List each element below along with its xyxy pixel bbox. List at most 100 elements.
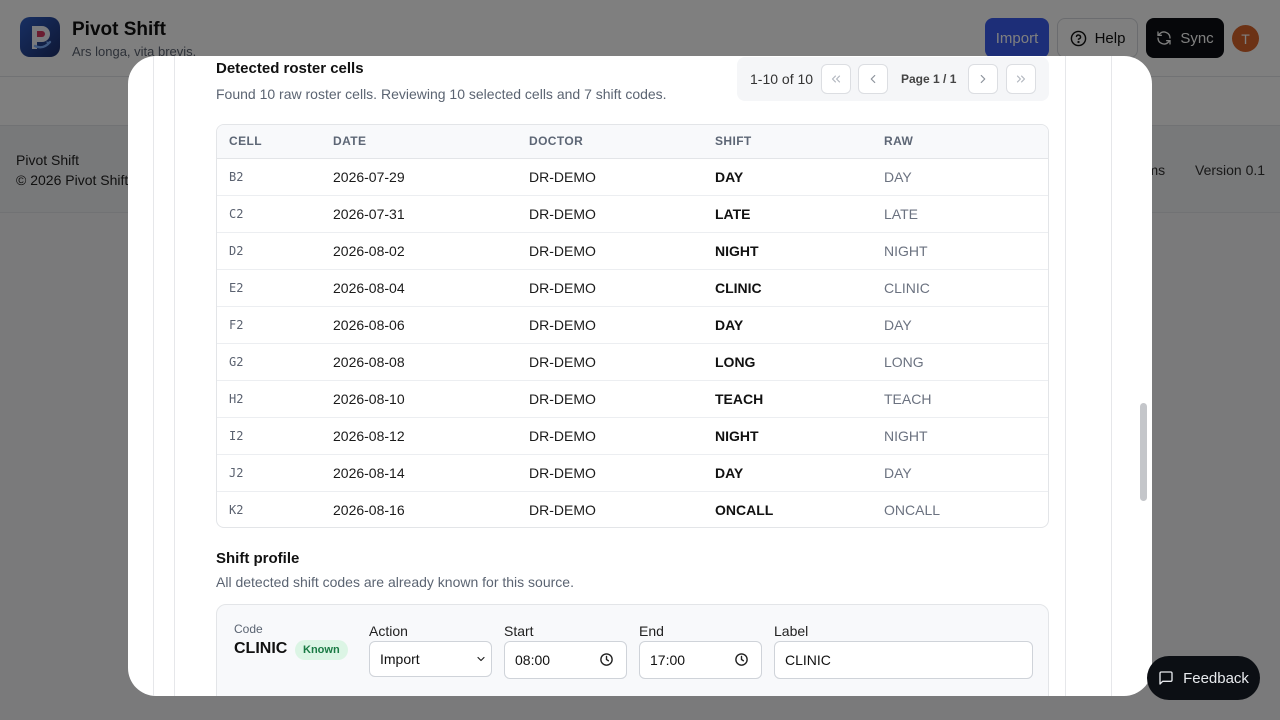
end-label: End (639, 623, 664, 639)
chevron-left-icon (870, 74, 876, 84)
modal-rail-right (1111, 56, 1112, 696)
shift-profile-row: Code CLINIC Known Action Import Start 08… (216, 604, 1049, 696)
next-page-button[interactable] (968, 64, 998, 94)
feedback-button-label: Feedback (1183, 669, 1249, 687)
cell-doctor: DR-DEMO (529, 158, 715, 196)
column-header-shift: SHIFT (715, 125, 884, 159)
import-review-modal: Detected roster cells Found 10 raw roste… (128, 56, 1152, 696)
cell-doctor: DR-DEMO (529, 195, 715, 233)
table-row: F2 2026-08-06 DR-DEMO DAY DAY (217, 306, 1048, 344)
cell-date: 2026-08-16 (333, 501, 405, 518)
cell-doctor: DR-DEMO (529, 306, 715, 344)
cell-ref: C2 (217, 195, 333, 233)
cell-date: 2026-07-31 (333, 195, 529, 233)
cell-date: 2026-08-06 (333, 306, 529, 344)
cell-doctor: DR-DEMO (529, 269, 715, 307)
table-row: G2 2026-08-08 DR-DEMO LONG LONG (217, 343, 1048, 381)
cell-ref: D2 (217, 232, 333, 270)
cell-date: 2026-08-10 (333, 380, 529, 418)
cell-shift: LATE (715, 195, 884, 233)
action-select[interactable]: Import (369, 641, 492, 677)
cell-raw: CLINIC (884, 269, 1048, 307)
cell-shift: DAY (715, 158, 884, 196)
start-time-input[interactable]: 08:00 (504, 641, 627, 679)
cell-doctor: DR-DEMO (529, 417, 715, 455)
roster-section-subtitle: Found 10 raw roster cells. Reviewing 10 … (216, 86, 667, 102)
cell-shift: NIGHT (715, 417, 884, 455)
label-input[interactable]: CLINIC (774, 641, 1033, 679)
column-header-date: DATE (333, 125, 529, 159)
cell-raw: ONCALL (884, 501, 941, 518)
cell-ref: G2 (217, 343, 333, 381)
cell-raw: NIGHT (884, 232, 1048, 270)
cell-shift: LONG (715, 343, 884, 381)
start-label: Start (504, 623, 534, 639)
cell-doctor: DR-DEMO (529, 501, 596, 518)
column-header-cell: CELL (217, 125, 333, 159)
last-page-button[interactable] (1006, 64, 1036, 94)
table-row: B2 2026-07-29 DR-DEMO DAY DAY (217, 158, 1048, 196)
cell-raw: LATE (884, 195, 1048, 233)
modal-content: Detected roster cells Found 10 raw roste… (216, 56, 1049, 696)
cell-ref: J2 (217, 454, 333, 492)
end-time-input[interactable]: 17:00 (639, 641, 762, 679)
chevrons-right-icon (1016, 75, 1026, 83)
table-row: E2 2026-08-04 DR-DEMO CLINIC CLINIC (217, 269, 1048, 307)
cell-shift: NIGHT (715, 232, 884, 270)
pagination-range: 1-10 of 10 (750, 71, 814, 87)
cell-ref: E2 (217, 269, 333, 307)
roster-cells-table: CELL DATE DOCTOR SHIFT RAW B2 2026-07-29… (216, 124, 1049, 528)
cell-date: 2026-08-04 (333, 269, 529, 307)
cell-ref: F2 (217, 306, 333, 344)
roster-section-title: Detected roster cells (216, 60, 364, 77)
previous-page-button[interactable] (858, 64, 888, 94)
cell-raw: LONG (884, 343, 1048, 381)
cell-doctor: DR-DEMO (529, 232, 715, 270)
pagination: 1-10 of 10 Page 1 / 1 (737, 57, 1049, 101)
table-row: H2 2026-08-10 DR-DEMO TEACH TEACH (217, 380, 1048, 418)
code-label: Code (234, 622, 263, 636)
cell-date: 2026-08-08 (333, 343, 529, 381)
cell-date: 2026-08-12 (333, 417, 529, 455)
first-page-button[interactable] (821, 64, 851, 94)
cell-date: 2026-08-02 (333, 232, 529, 270)
cell-shift: CLINIC (715, 269, 884, 307)
cell-raw: NIGHT (884, 417, 1048, 455)
cell-ref: K2 (229, 502, 244, 517)
label-input-value: CLINIC (785, 652, 831, 668)
cell-raw: DAY (884, 454, 1048, 492)
code-value: CLINIC (234, 640, 288, 657)
cell-raw: DAY (884, 306, 1048, 344)
chevrons-left-icon (831, 75, 841, 83)
chevron-right-icon (980, 74, 986, 84)
action-label: Action (369, 623, 408, 639)
feedback-button[interactable]: Feedback (1147, 656, 1260, 700)
cell-ref: H2 (217, 380, 333, 418)
profile-section-title: Shift profile (216, 550, 300, 567)
table-header-row: CELL DATE DOCTOR SHIFT RAW (217, 125, 1048, 159)
cell-doctor: DR-DEMO (529, 343, 715, 381)
cell-date: 2026-07-29 (333, 158, 529, 196)
modal-rail-left-inner (174, 56, 175, 696)
end-time-value: 17:00 (650, 652, 686, 668)
known-status-badge: Known (295, 640, 348, 660)
table-row: I2 2026-08-12 DR-DEMO NIGHT NIGHT (217, 417, 1048, 455)
start-time-value: 08:00 (515, 652, 551, 668)
table-row: J2 2026-08-14 DR-DEMO DAY DAY (217, 454, 1048, 492)
cell-raw: DAY (884, 158, 1048, 196)
cell-date: 2026-08-14 (333, 454, 529, 492)
cell-doctor: DR-DEMO (529, 380, 715, 418)
modal-scrollbar-thumb[interactable] (1140, 403, 1147, 501)
column-header-raw: RAW (884, 125, 1048, 159)
cell-shift: ONCALL (715, 501, 774, 518)
cell-raw: TEACH (884, 380, 1048, 418)
modal-rail-right-inner (1065, 56, 1066, 696)
table-row: C2 2026-07-31 DR-DEMO LATE LATE (217, 195, 1048, 233)
table-row: D2 2026-08-02 DR-DEMO NIGHT NIGHT (217, 232, 1048, 270)
message-square-icon (1159, 671, 1173, 685)
clock-icon (600, 653, 613, 666)
chevron-down-icon (477, 656, 485, 662)
cell-shift: DAY (715, 454, 884, 492)
clock-icon (735, 653, 748, 666)
column-header-doctor: DOCTOR (529, 125, 715, 159)
